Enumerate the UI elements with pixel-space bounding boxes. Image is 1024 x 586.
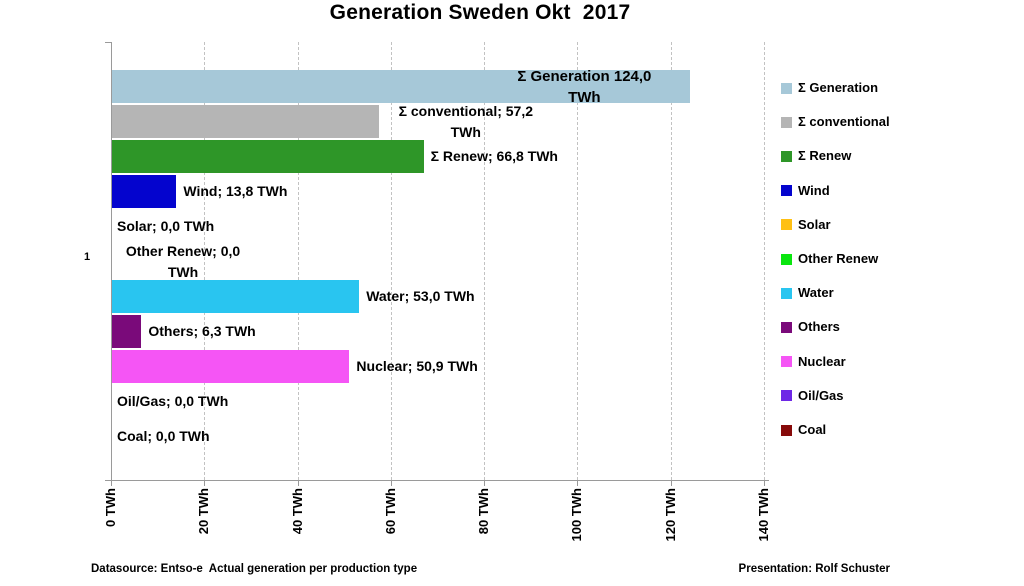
legend-swatch-solar	[781, 219, 792, 231]
bar-nuclear	[112, 350, 350, 383]
y-axis-tick-bottom	[105, 480, 111, 481]
x-axis-tick-0-twh	[111, 480, 112, 486]
legend-item-solar: Solar	[781, 217, 831, 233]
bar-label-others: Others; 6,3 TWh	[148, 323, 256, 339]
x-axis-tick-60-twh	[390, 480, 392, 486]
x-axis-label-100-twh: 100 TWh	[569, 488, 585, 542]
legend-label-sum-conventional: Σ conventional	[798, 114, 890, 130]
bar-label-other-renew: Other Renew; 0,0 TWh	[125, 242, 241, 280]
legend-label-sum-renew: Σ Renew	[798, 148, 852, 164]
legend-label-water: Water	[798, 285, 834, 301]
x-axis-tick-100-twh	[577, 480, 579, 486]
y-axis-tick-top	[105, 42, 111, 43]
x-axis-label-80-twh: 80 TWh	[476, 488, 492, 535]
bar-wind	[112, 175, 177, 208]
presentation-text: Presentation: Rolf Schuster	[738, 563, 890, 575]
legend-label-sum-generation: Σ Generation	[798, 80, 879, 95]
bar-label-sum-generation: Σ Generation 124,0 TWh	[517, 67, 652, 106]
legend-item-sum-conventional: Σ conventional	[781, 114, 890, 130]
legend-label-nuclear: Nuclear	[798, 353, 846, 369]
bar-label-sum-renew: Σ Renew; 66,8 TWh	[430, 148, 558, 164]
legend-swatch-others	[781, 321, 792, 333]
chart-title: Generation Sweden Okt 2017	[329, 1, 631, 24]
legend-label-wind: Wind	[798, 182, 830, 198]
legend-swatch-sum-conventional	[781, 116, 792, 128]
legend-swatch-other-renew	[781, 253, 792, 265]
legend-swatch-oil-gas	[781, 390, 792, 402]
legend-item-other-renew: Other Renew	[781, 251, 878, 267]
legend-swatch-sum-renew	[781, 150, 792, 162]
gridline-20-twh	[204, 42, 206, 480]
bar-label-wind: Wind; 13,8 TWh	[183, 183, 288, 199]
category-axis-label: 1	[84, 251, 91, 263]
legend-swatch-nuclear	[781, 356, 792, 368]
x-axis-label-40-twh: 40 TWh	[289, 488, 305, 535]
x-axis-tick-40-twh	[297, 480, 299, 486]
datasource-text: Datasource: Entso-e Actual generation pe…	[91, 563, 418, 575]
bar-label-oil-gas: Oil/Gas; 0,0 TWh	[117, 393, 229, 409]
legend-item-others: Others	[781, 319, 840, 335]
legend-label-others: Others	[798, 319, 840, 335]
bar-label-nuclear: Nuclear; 50,9 TWh	[356, 358, 478, 374]
x-axis-tick-120-twh	[670, 480, 672, 486]
legend-item-coal: Coal	[781, 422, 826, 438]
x-axis-line	[111, 480, 769, 481]
gridline-120-twh	[670, 42, 672, 480]
bar-label-sum-conventional: Σ conventional; 57,2 TWh	[398, 102, 534, 140]
x-axis-label-0-twh: 0 TWh	[103, 488, 118, 527]
x-axis-tick-140-twh	[764, 480, 765, 486]
legend-item-sum-generation: Σ Generation	[781, 80, 878, 96]
gridline-140-twh	[764, 42, 765, 480]
gridline-40-twh	[297, 42, 299, 480]
legend-label-solar: Solar	[798, 216, 831, 232]
bar-label-solar: Solar; 0,0 TWh	[117, 218, 215, 234]
legend-item-nuclear: Nuclear	[781, 354, 846, 370]
legend-label-oil-gas: Oil/Gas	[798, 387, 844, 403]
legend-item-water: Water	[781, 285, 834, 301]
legend-swatch-sum-generation	[781, 82, 792, 94]
legend-item-oil-gas: Oil/Gas	[781, 388, 844, 404]
legend-label-other-renew: Other Renew	[798, 251, 879, 266]
legend-swatch-wind	[781, 185, 792, 197]
legend-item-wind: Wind	[781, 183, 830, 199]
gridline-100-twh	[577, 42, 579, 480]
x-axis-label-20-twh: 20 TWh	[196, 488, 212, 535]
gridline-60-twh	[390, 42, 392, 480]
legend-swatch-water	[781, 287, 792, 299]
bar-sum-conventional	[112, 105, 379, 138]
legend-item-sum-renew: Σ Renew	[781, 148, 851, 164]
legend-swatch-coal	[781, 424, 792, 436]
bar-label-coal: Coal; 0,0 TWh	[117, 428, 210, 444]
bar-sum-renew	[112, 140, 424, 173]
bar-water	[112, 280, 360, 313]
y-axis-line	[111, 42, 112, 480]
legend-label-coal: Coal	[798, 422, 827, 437]
bar-sum-generation	[112, 70, 691, 103]
gridline-80-twh	[484, 42, 486, 480]
x-axis-label-120-twh: 120 TWh	[662, 488, 678, 542]
x-axis-label-60-twh: 60 TWh	[382, 488, 398, 535]
bar-others	[112, 315, 142, 348]
x-axis-label-140-twh: 140 TWh	[756, 488, 771, 542]
bar-label-water: Water; 53,0 TWh	[366, 288, 475, 304]
x-axis-tick-80-twh	[484, 480, 486, 486]
x-axis-tick-20-twh	[204, 480, 206, 486]
